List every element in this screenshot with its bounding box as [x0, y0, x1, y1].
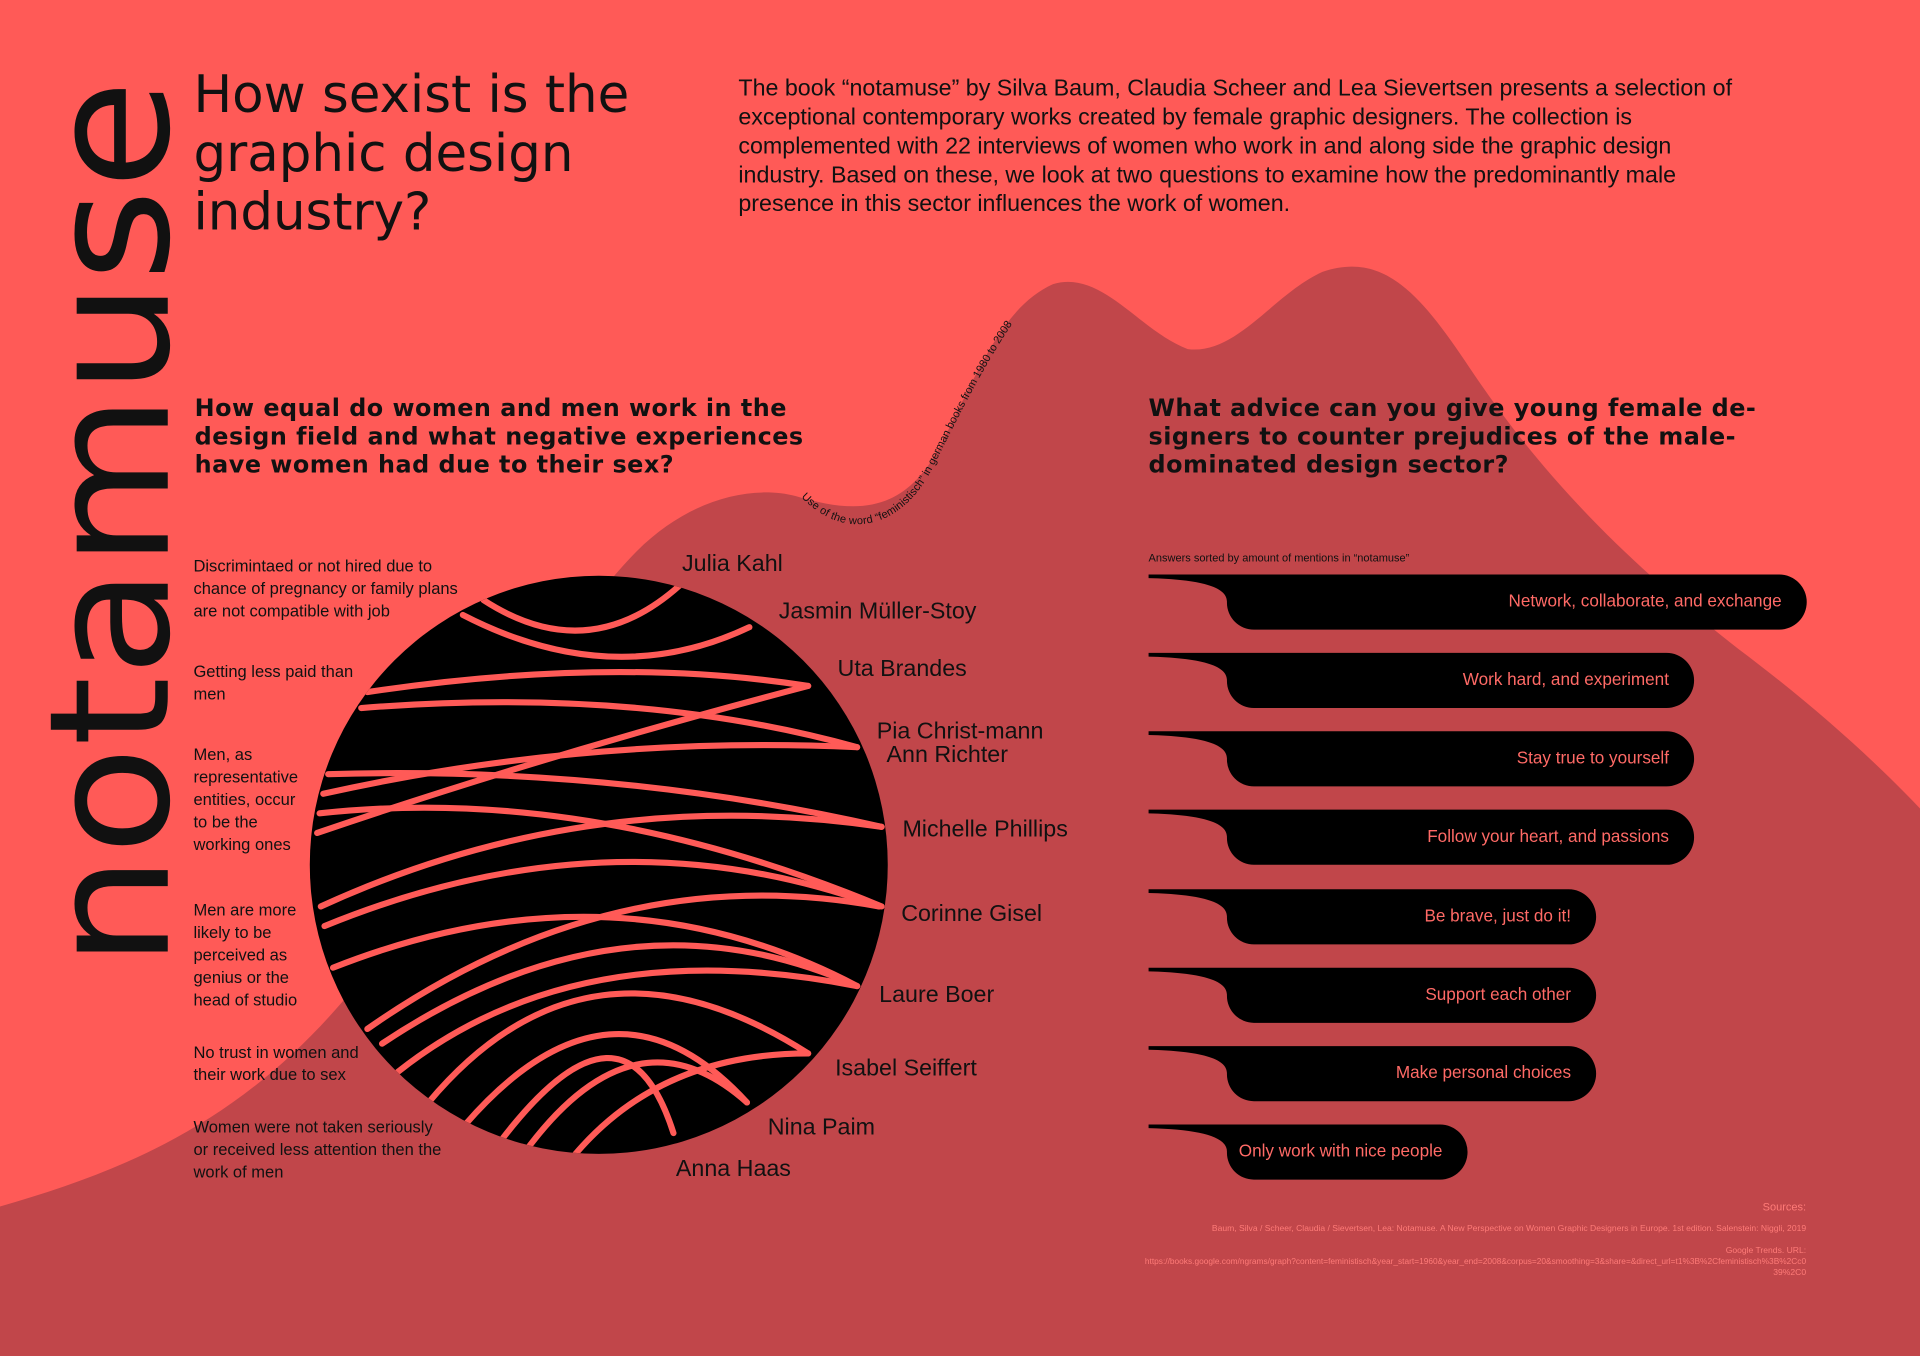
source-line: Google Trends. URL:: [1726, 1245, 1806, 1255]
experience-line: are not compatible with job: [193, 601, 389, 620]
experience-line: Men, as: [193, 745, 252, 764]
question-line: have women had due to their sex?: [195, 450, 674, 478]
sources-heading: Sources:: [1763, 1202, 1806, 1214]
answer-bubble: [1148, 574, 1807, 630]
chord-link: [320, 742, 861, 797]
chord-link: [459, 611, 753, 660]
experience-line: working ones: [192, 835, 290, 854]
answer-bubble: [1148, 1046, 1597, 1102]
answers-note: Answers sorted by amount of mentions in …: [1149, 552, 1410, 564]
question-line: dominated design sector?: [1149, 450, 1509, 478]
logo: notamuse: [14, 80, 208, 968]
title-line: How sexist is the: [193, 65, 629, 125]
question-line: signers to counter prejudices of the mal…: [1149, 422, 1736, 450]
experience-line: entities, occur: [193, 790, 295, 809]
designer-name: Isabel Seiffert: [835, 1055, 977, 1081]
source-line: 39%2C0: [1773, 1267, 1806, 1277]
chord-link: [364, 892, 883, 1033]
experience-line: perceived as: [193, 946, 287, 965]
intro-line: exceptional contemporary works created b…: [738, 103, 1632, 129]
answer-text: Support each other: [1425, 984, 1571, 1004]
answer-text: Work hard, and experiment: [1463, 669, 1669, 689]
experience-line: to be the: [193, 812, 257, 831]
source-line: https://books.google.com/ngrams/graph?co…: [1145, 1256, 1806, 1266]
question-line: design field and what negative experienc…: [195, 422, 804, 450]
intro-line: The book “notamuse” by Silva Baum, Claud…: [738, 75, 1732, 101]
designer-name: Anna Haas: [676, 1155, 791, 1181]
experience-line: men: [193, 684, 225, 703]
title-line: graphic design: [193, 124, 573, 184]
experience-line: Women were not taken seriously: [193, 1118, 433, 1137]
chord-link: [394, 967, 861, 1075]
intro-line: presence in this sector influences the w…: [738, 190, 1290, 216]
intro-line: industry. Based on these, we look at two…: [738, 161, 1676, 187]
answer-text: Be brave, just do it!: [1424, 905, 1571, 925]
source-line: Baum, Silva / Scheer, Claudia / Sieverts…: [1212, 1223, 1806, 1233]
experience-line: Getting less paid than: [193, 662, 353, 681]
chord-links: [314, 582, 885, 1154]
experience-line: representative: [193, 768, 298, 787]
designer-name: Ann Richter: [887, 741, 1009, 767]
chord-link: [314, 682, 812, 837]
answer-bubble: [1148, 731, 1695, 787]
experience-line: No trust in women and: [193, 1043, 358, 1062]
experience-line: likely to be: [193, 923, 271, 942]
chord-link: [325, 770, 885, 830]
chord-link: [480, 582, 683, 634]
chord-link: [572, 1050, 812, 1154]
designer-name: Pia Christ-mann: [877, 718, 1044, 744]
designer-name: Michelle Phillips: [902, 816, 1067, 842]
chord-link: [525, 1059, 750, 1150]
title-line: industry?: [193, 183, 431, 243]
answer-bubble: [1148, 967, 1597, 1023]
answer-text: Network, collaborate, and exchange: [1508, 591, 1781, 611]
designer-name: Nina Paim: [768, 1113, 875, 1139]
experience-line: genius or the: [193, 968, 288, 987]
experience-line: Discrimintaed or not hired due to: [193, 557, 432, 576]
designer-name: Julia Kahl: [682, 550, 783, 576]
answer-text: Only work with nice people: [1239, 1141, 1443, 1161]
answer-text: Stay true to yourself: [1517, 747, 1670, 767]
intro-line: complemented with 22 interviews of women…: [738, 132, 1671, 158]
designer-name: Corinne Gisel: [901, 900, 1042, 926]
answer-bubble: [1148, 652, 1695, 709]
answer-bubble: [1148, 889, 1597, 945]
question-line: How equal do women and men work in the: [195, 394, 787, 422]
chord-link: [364, 668, 812, 696]
experience-line: head of studio: [193, 990, 297, 1009]
chord-link: [498, 1054, 677, 1143]
experience-line: or received less attention then the: [193, 1140, 441, 1159]
answer-bubble: [1148, 1124, 1468, 1180]
experience-line: Men are more: [193, 901, 296, 920]
answer-bubble: [1148, 809, 1695, 865]
answer-text: Follow your heart, and passions: [1427, 826, 1669, 846]
experience-line: work of men: [192, 1162, 283, 1181]
chord-link: [425, 990, 812, 1106]
answer-text: Make personal choices: [1396, 1062, 1571, 1082]
experience-line: chance of pregnancy or family plans: [193, 579, 457, 598]
chord-link: [378, 942, 861, 1047]
designer-name: Laure Boer: [879, 981, 994, 1007]
designer-name: Jasmin Müller-Stoy: [779, 598, 977, 624]
chord-link: [358, 699, 861, 751]
experience-line: their work due to sex: [193, 1065, 346, 1084]
chord-link: [321, 858, 883, 930]
chord-link: [317, 812, 885, 910]
question-line: What advice can you give young female de…: [1149, 394, 1757, 422]
designer-name: Uta Brandes: [838, 655, 967, 681]
